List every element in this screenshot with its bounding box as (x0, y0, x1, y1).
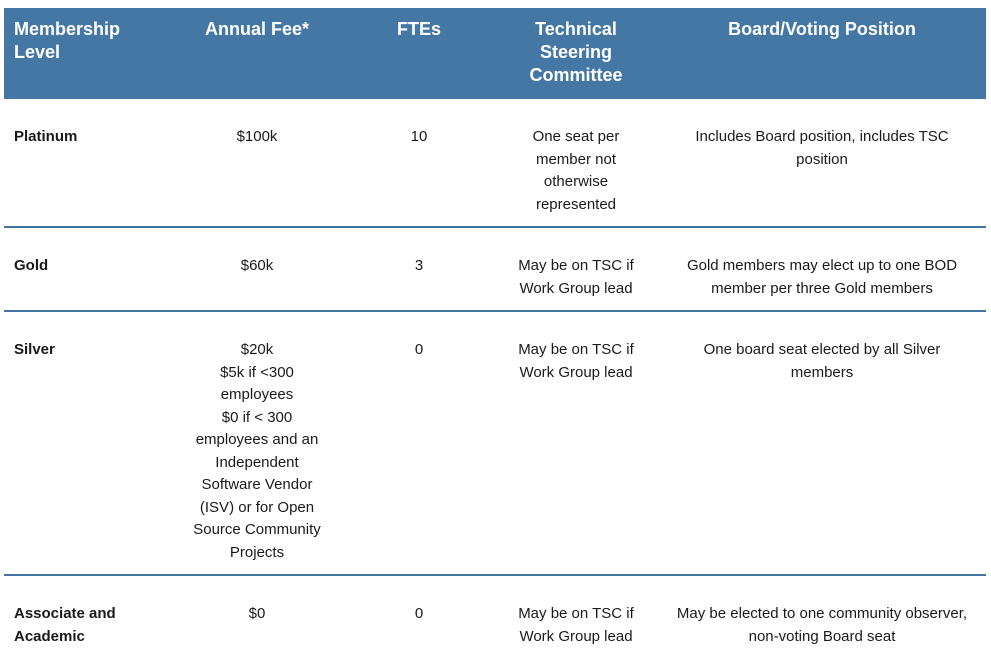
cell-annual-fee: $20k $5k if <300 employees $0 if < 300 e… (170, 311, 344, 576)
cell-ftes: 10 (344, 99, 494, 228)
cell-technical-steering-committee: May be on TSC if Work Group lead (494, 575, 658, 659)
row-gold: Gold $60k 3 May be on TSC if Work Group … (4, 227, 986, 312)
board-voting-text: Includes Board position, includes TSC po… (695, 128, 949, 168)
column-header-label: FTEs (396, 19, 441, 39)
column-header-board-voting-position: Board/Voting Position (658, 8, 986, 100)
tsc-text: May be on TSC if Work Group lead (518, 341, 634, 381)
cell-technical-steering-committee: May be on TSC if Work Group lead (494, 311, 658, 576)
column-header-annual-fee: Annual Fee* (170, 8, 344, 100)
cell-technical-steering-committee: May be on TSC if Work Group lead (494, 227, 658, 312)
cell-board-voting-position: Gold members may elect up to one BOD mem… (658, 227, 986, 312)
ftes-text: 10 (410, 128, 428, 146)
membership-level-text: Associate and Academic (14, 605, 116, 645)
cell-membership-level: Platinum (4, 99, 170, 228)
row-silver: Silver $20k $5k if <300 employees $0 if … (4, 311, 986, 576)
column-header-label: Technical Steering Committee (529, 19, 623, 86)
column-header-label: Annual Fee* (204, 19, 310, 39)
tsc-text: One seat per member not otherwise repres… (532, 128, 620, 213)
ftes-text: 3 (414, 257, 424, 275)
cell-membership-level: Associate and Academic (4, 575, 170, 659)
annual-fee-text: $100k (236, 128, 278, 146)
ftes-text: 0 (414, 605, 424, 623)
column-header-label: Membership Level (14, 19, 121, 63)
column-header-membership-level: Membership Level (4, 8, 170, 100)
board-voting-text: May be elected to one community observer… (676, 605, 968, 645)
membership-table: Membership Level Annual Fee* FTEs Techni… (4, 8, 986, 659)
cell-membership-level: Gold (4, 227, 170, 312)
row-platinum: Platinum $100k 10 One seat per member no… (4, 99, 986, 228)
header-row: Membership Level Annual Fee* FTEs Techni… (4, 8, 986, 100)
membership-level-text: Gold (14, 257, 49, 275)
cell-board-voting-position: One board seat elected by all Silver mem… (658, 311, 986, 576)
column-header-technical-steering-committee: Technical Steering Committee (494, 8, 658, 100)
cell-annual-fee: $60k (170, 227, 344, 312)
cell-ftes: 0 (344, 311, 494, 576)
table-header: Membership Level Annual Fee* FTEs Techni… (4, 8, 986, 100)
cell-ftes: 3 (344, 227, 494, 312)
annual-fee-text: $0 (248, 605, 266, 623)
table-body: Platinum $100k 10 One seat per member no… (4, 99, 986, 659)
column-header-ftes: FTEs (344, 8, 494, 100)
cell-ftes: 0 (344, 575, 494, 659)
annual-fee-text: $20k $5k if <300 employees $0 if < 300 e… (193, 341, 321, 561)
row-associate-and-academic: Associate and Academic $0 0 May be on TS… (4, 575, 986, 659)
annual-fee-text: $60k (240, 257, 274, 275)
cell-board-voting-position: Includes Board position, includes TSC po… (658, 99, 986, 228)
cell-membership-level: Silver (4, 311, 170, 576)
board-voting-text: One board seat elected by all Silver mem… (703, 341, 941, 381)
membership-level-text: Silver (14, 341, 55, 359)
tsc-text: May be on TSC if Work Group lead (518, 257, 634, 297)
tsc-text: May be on TSC if Work Group lead (518, 605, 634, 645)
ftes-text: 0 (414, 341, 424, 359)
cell-board-voting-position: May be elected to one community observer… (658, 575, 986, 659)
column-header-label: Board/Voting Position (728, 19, 916, 39)
cell-annual-fee: $0 (170, 575, 344, 659)
membership-level-text: Platinum (14, 128, 78, 146)
cell-technical-steering-committee: One seat per member not otherwise repres… (494, 99, 658, 228)
board-voting-text: Gold members may elect up to one BOD mem… (686, 257, 958, 297)
cell-annual-fee: $100k (170, 99, 344, 228)
